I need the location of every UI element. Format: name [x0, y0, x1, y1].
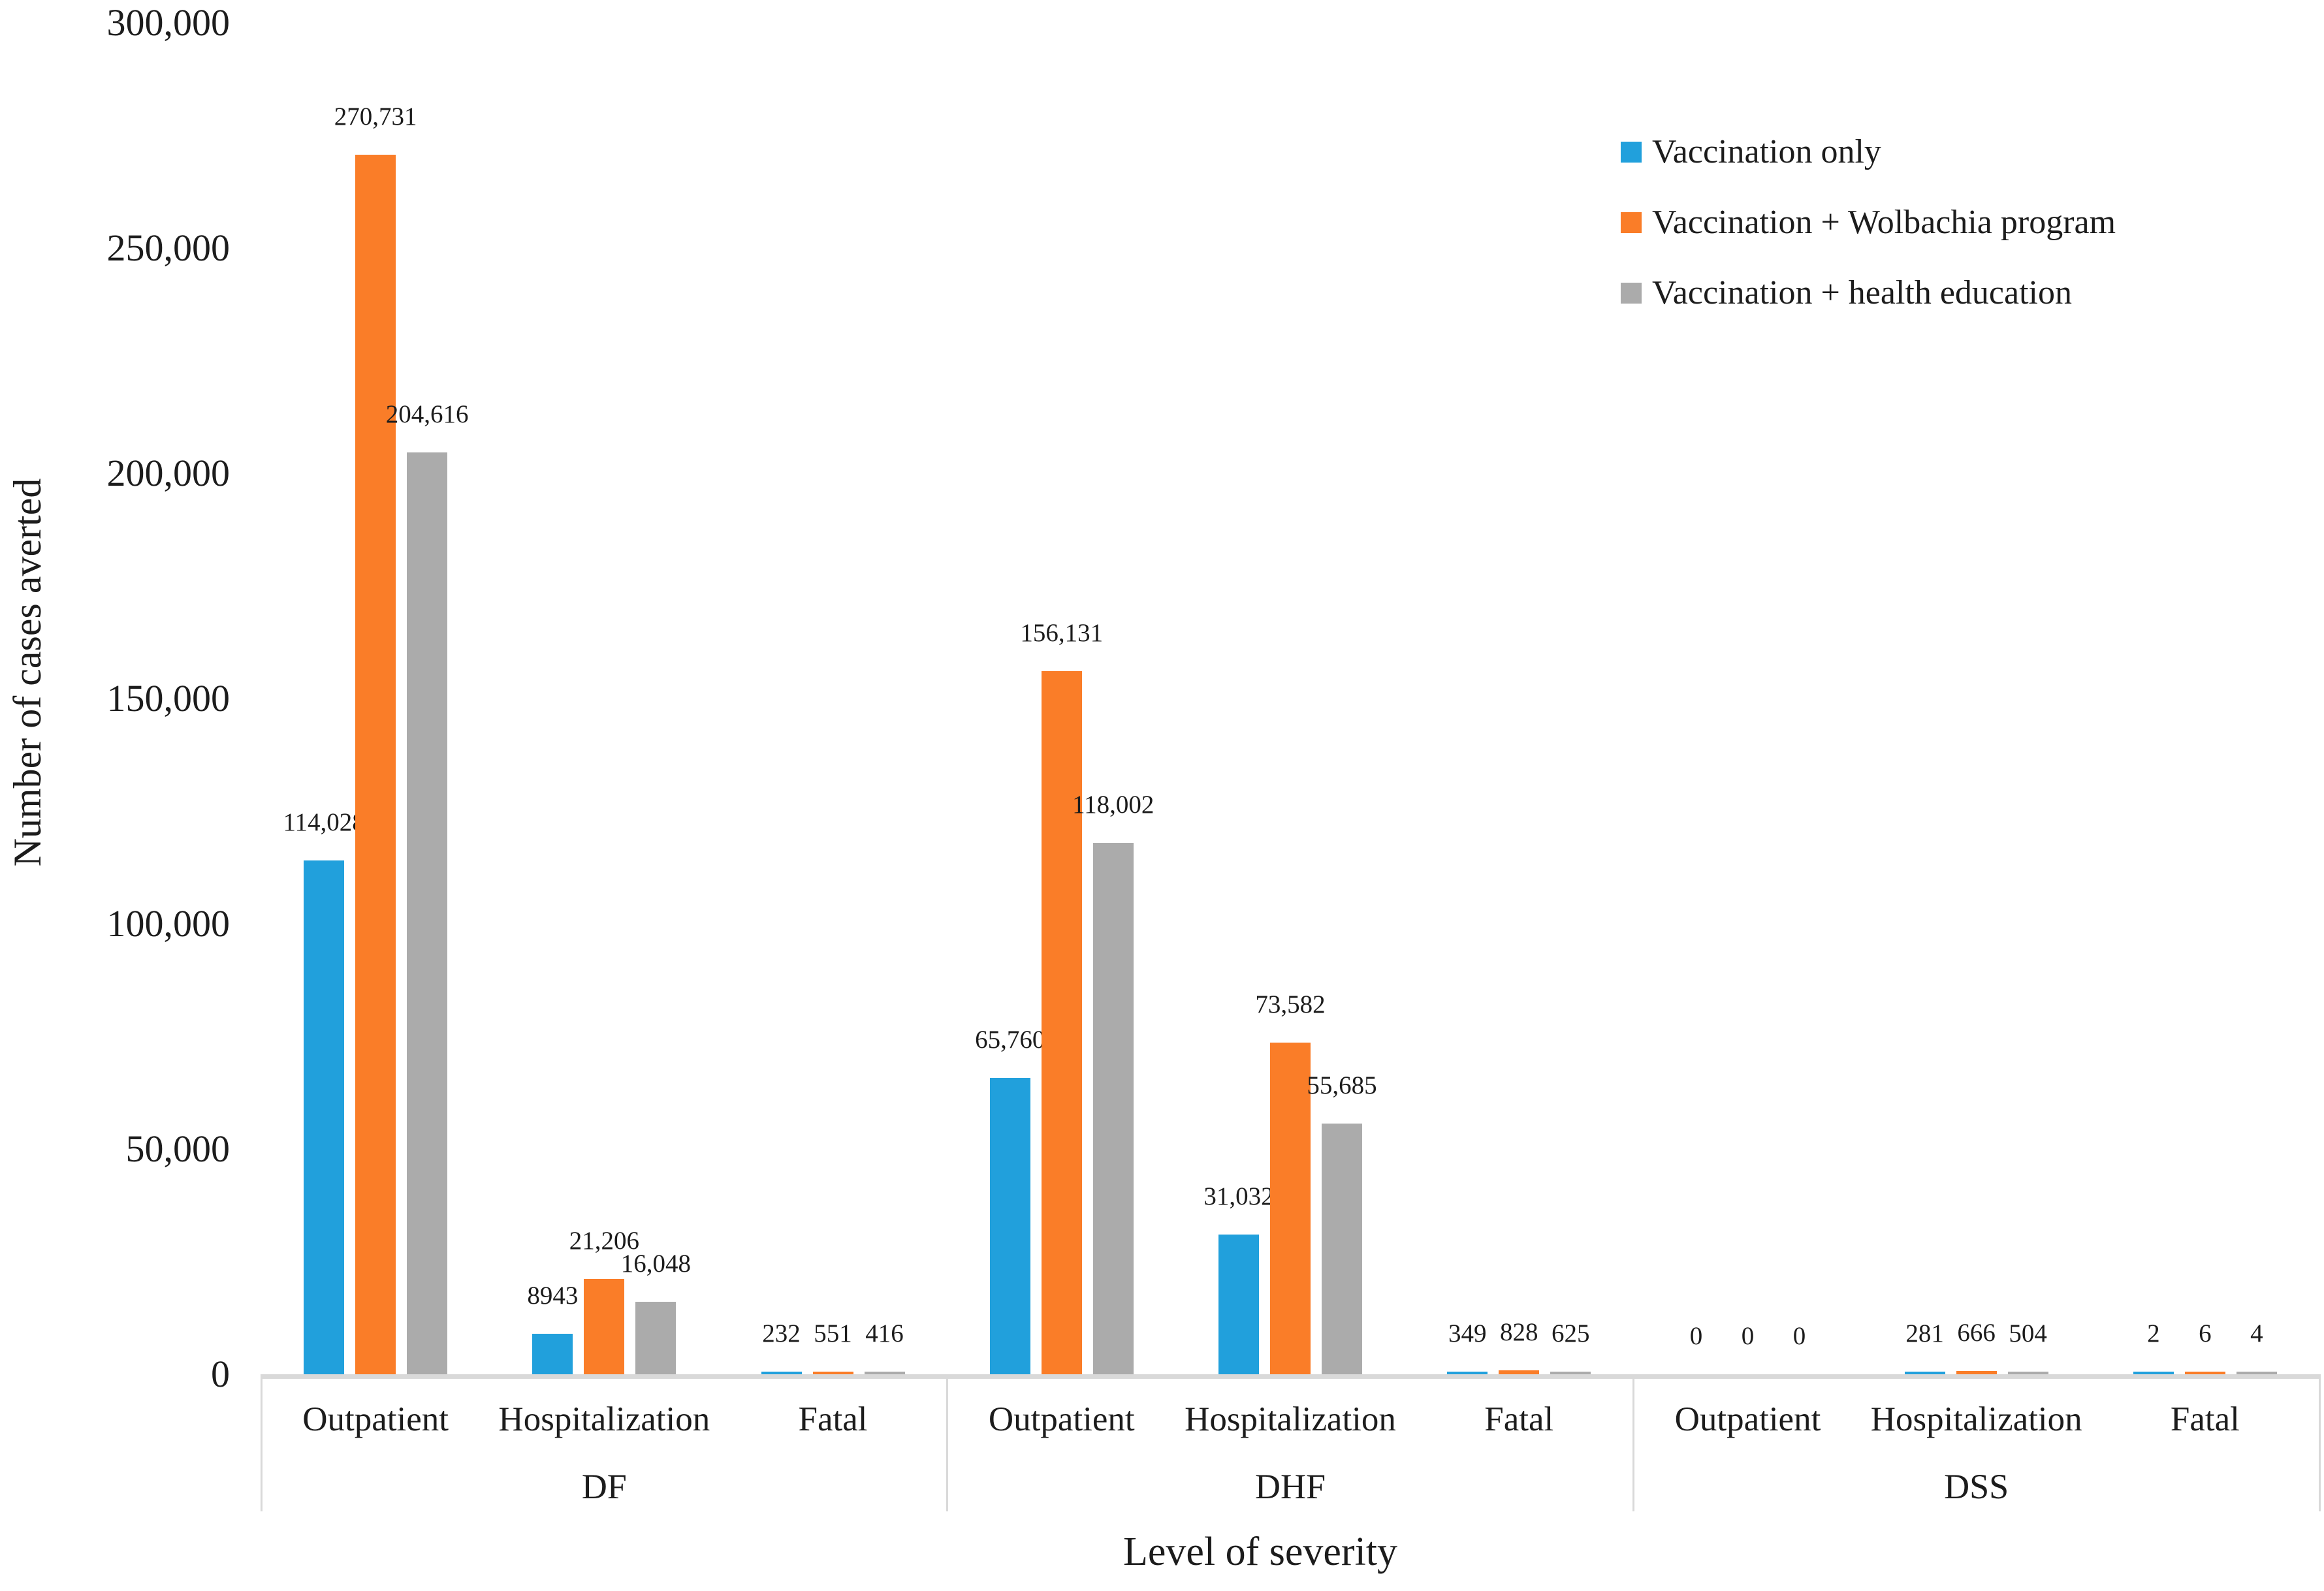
group-label: DHF — [1254, 1467, 1326, 1506]
bar-value-label: 31,032 — [1203, 1182, 1274, 1210]
bar-value-label: 0 — [1689, 1322, 1703, 1350]
legend-swatch-blue-icon — [1621, 142, 1642, 163]
bar-value-label: 416 — [865, 1319, 904, 1347]
x-axis-title: Level of severity — [1122, 1530, 1398, 1574]
category-separator-line — [1632, 1374, 1634, 1511]
legend-swatch-orange-icon — [1621, 212, 1642, 233]
legend-item-vaccination-wolbachia: Vaccination + Wolbachia program — [1621, 206, 2116, 240]
category-label: Hospitalization — [1185, 1400, 1396, 1438]
category-label: Outpatient — [1674, 1400, 1821, 1438]
bar — [1218, 1234, 1259, 1374]
bar-value-label: 0 — [1741, 1322, 1755, 1350]
bar — [1499, 1370, 1540, 1374]
bar-value-label: 504 — [2009, 1319, 2047, 1347]
category-separator-line — [946, 1374, 949, 1511]
bar — [1322, 1123, 1362, 1374]
bar — [1956, 1371, 1997, 1374]
y-tick-label: 300,000 — [106, 1, 231, 44]
legend-label: Vaccination only — [1652, 133, 1881, 170]
bar — [1904, 1372, 1945, 1374]
bar — [304, 860, 345, 1374]
bar-value-label: 114,028 — [283, 808, 365, 837]
bar — [1447, 1372, 1488, 1374]
bar-value-label: 55,685 — [1307, 1071, 1377, 1099]
bar-value-label: 232 — [762, 1319, 801, 1347]
y-tick-label: 100,000 — [106, 902, 231, 945]
bar-value-label: 2 — [2147, 1319, 2160, 1347]
bar — [1041, 670, 1082, 1374]
bar-value-label: 828 — [1499, 1318, 1538, 1347]
bar-value-label: 16,048 — [620, 1250, 691, 1278]
bar-value-label: 65,760 — [975, 1026, 1045, 1054]
bar-value-label: 625 — [1551, 1319, 1590, 1347]
bar-value-label: 21,206 — [569, 1226, 639, 1255]
bar — [2236, 1372, 2277, 1374]
bar-value-label: 270,731 — [334, 102, 417, 131]
legend-item-vaccination-health-education: Vaccination + health education — [1621, 276, 2072, 310]
bar-value-label: 349 — [1448, 1319, 1487, 1347]
category-separator-line — [260, 1374, 263, 1511]
category-separator-line — [2318, 1374, 2321, 1511]
bar — [1092, 842, 1134, 1374]
bar — [2133, 1372, 2174, 1374]
bar — [532, 1334, 573, 1374]
bar — [989, 1078, 1030, 1374]
bar-value-label: 551 — [814, 1319, 852, 1347]
bar-value-label: 6 — [2199, 1319, 2212, 1347]
legend-label: Vaccination + health education — [1652, 274, 2072, 311]
category-label: Hospitalization — [1870, 1400, 2082, 1438]
bar — [761, 1372, 802, 1374]
bar — [584, 1278, 625, 1374]
bar — [635, 1302, 677, 1374]
category-label: Fatal — [1484, 1400, 1554, 1438]
legend-label: Vaccination + Wolbachia program — [1652, 204, 2116, 241]
bar — [355, 154, 396, 1374]
bar-value-label: 73,582 — [1255, 990, 1326, 1019]
y-tick-label: 50,000 — [125, 1127, 231, 1170]
y-tick-label: 200,000 — [106, 452, 231, 494]
category-label: Outpatient — [988, 1400, 1135, 1438]
x-axis-line — [261, 1374, 2319, 1379]
bar-value-label: 0 — [1792, 1322, 1806, 1350]
bar-value-label: 666 — [1957, 1319, 1996, 1347]
legend-swatch-gray-icon — [1621, 283, 1642, 304]
legend-item-vaccination-only: Vaccination only — [1621, 135, 1881, 169]
y-tick-label: 0 — [211, 1353, 230, 1395]
group-label: DF — [581, 1467, 627, 1506]
bar-value-label: 204,616 — [385, 400, 469, 429]
bar-value-label: 281 — [1905, 1319, 1944, 1347]
bar — [2184, 1372, 2225, 1374]
bar-value-label: 156,131 — [1020, 618, 1104, 647]
y-tick-label: 250,000 — [106, 227, 231, 269]
bar-value-label: 8943 — [527, 1282, 579, 1310]
category-label: Fatal — [798, 1400, 868, 1438]
bar-value-label: 4 — [2250, 1319, 2263, 1347]
bar — [1550, 1371, 1591, 1374]
bar — [864, 1372, 905, 1374]
bar — [812, 1372, 853, 1374]
category-label: Outpatient — [302, 1400, 449, 1438]
bar — [407, 452, 448, 1374]
category-label: Hospitalization — [498, 1400, 710, 1438]
bar — [1270, 1043, 1311, 1374]
category-label: Fatal — [2170, 1400, 2240, 1438]
y-tick-label: 150,000 — [106, 677, 231, 719]
bar — [2007, 1372, 2048, 1374]
bar-value-label: 118,002 — [1072, 790, 1154, 819]
group-label: DSS — [1944, 1467, 2009, 1506]
y-axis-title: Number of cases averted — [6, 478, 49, 867]
